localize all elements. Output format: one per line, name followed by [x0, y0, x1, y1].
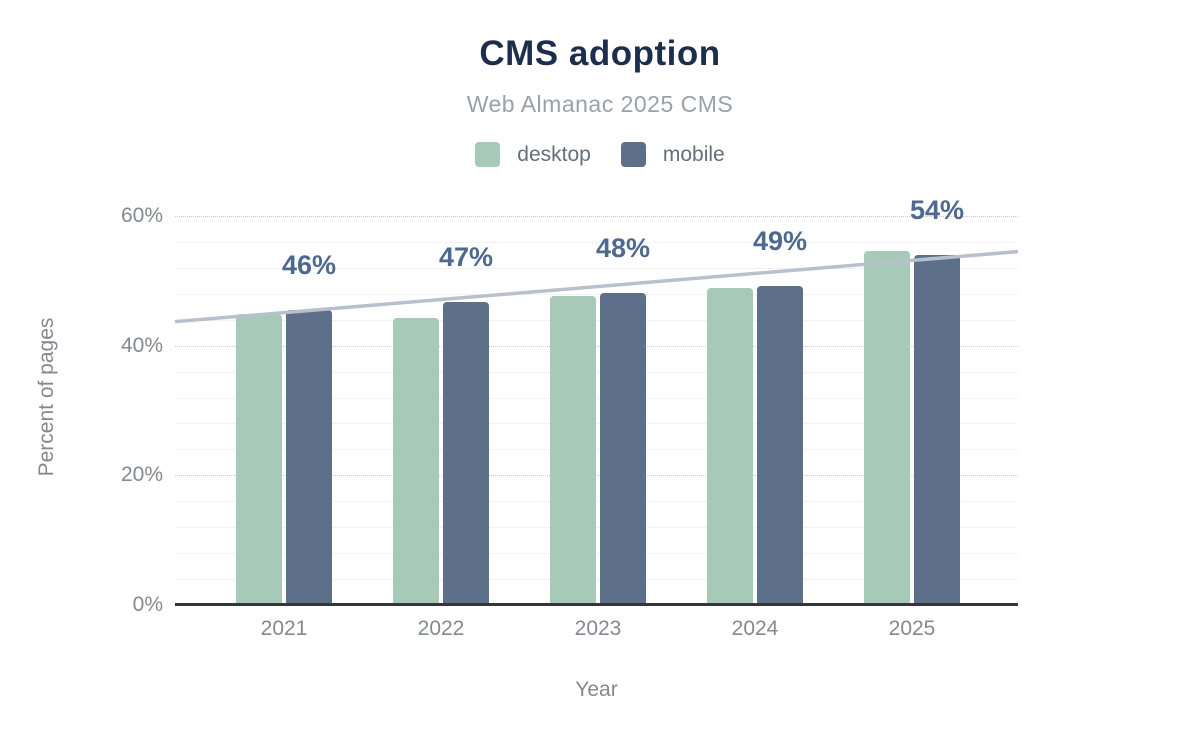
gridline-minor — [175, 397, 1018, 399]
gridline-minor — [175, 293, 1018, 295]
chart-title: CMS adoption — [479, 34, 721, 73]
bar-value-label: 46% — [281, 249, 337, 280]
bar-value-label: 47% — [438, 241, 494, 272]
mobile-swatch-icon — [620, 142, 646, 167]
gridline-major — [175, 345, 1018, 347]
bar-mobile-2023 — [600, 293, 646, 605]
x-axis-line — [175, 603, 1018, 606]
legend-item-mobile[interactable]: mobile — [620, 142, 725, 167]
gridline-minor — [175, 241, 1018, 243]
gridline-minor — [175, 553, 1018, 555]
bar-value-label: 48% — [595, 233, 651, 264]
gridline-minor — [175, 267, 1018, 269]
x-tick-label: 2023 — [574, 617, 622, 640]
x-tick-label: 2024 — [731, 617, 779, 640]
gridline-minor — [175, 501, 1018, 503]
y-tick-label: 40% — [120, 333, 163, 357]
gridline-minor — [175, 319, 1018, 321]
gridline-major — [175, 475, 1018, 477]
bar-desktop-2024 — [707, 287, 753, 605]
legend-label-mobile: mobile — [662, 142, 725, 166]
x-tick-label: 2022 — [417, 617, 465, 640]
y-tick-label: 60% — [120, 203, 163, 227]
legend-label-desktop: desktop — [517, 142, 591, 166]
legend: desktop mobile — [0, 142, 1200, 167]
bar-desktop-2022 — [393, 317, 439, 605]
bar-value-label: 54% — [909, 194, 965, 225]
bar-mobile-2025 — [914, 254, 960, 605]
bar-mobile-2021 — [286, 309, 332, 605]
gridline-minor — [175, 371, 1018, 373]
gridline-minor — [175, 449, 1018, 451]
bar-desktop-2023 — [550, 295, 596, 605]
bar-mobile-2024 — [757, 285, 803, 605]
y-axis-title: Percent of pages — [35, 317, 58, 477]
x-tick-label: 2025 — [888, 617, 936, 640]
bar-value-label: 49% — [752, 225, 808, 256]
x-tick-label: 2021 — [260, 617, 308, 640]
x-axis-title: Year — [575, 678, 618, 701]
bar-desktop-2021 — [236, 313, 282, 605]
y-tick-label: 0% — [132, 593, 163, 616]
legend-item-desktop[interactable]: desktop — [475, 142, 591, 167]
gridline-major — [175, 215, 1018, 217]
chart-subtitle: Web Almanac 2025 CMS — [466, 91, 734, 117]
desktop-swatch-icon — [475, 142, 501, 167]
gridline-minor — [175, 579, 1018, 581]
plot-area: 46% 47% 48% 49% 54% — [174, 190, 1019, 605]
bar-desktop-2025 — [864, 250, 910, 605]
trendline — [174, 249, 1019, 324]
bar-mobile-2022 — [443, 301, 489, 605]
gridline-minor — [175, 527, 1018, 529]
y-tick-label: 20% — [120, 463, 163, 487]
gridline-minor — [175, 423, 1018, 425]
